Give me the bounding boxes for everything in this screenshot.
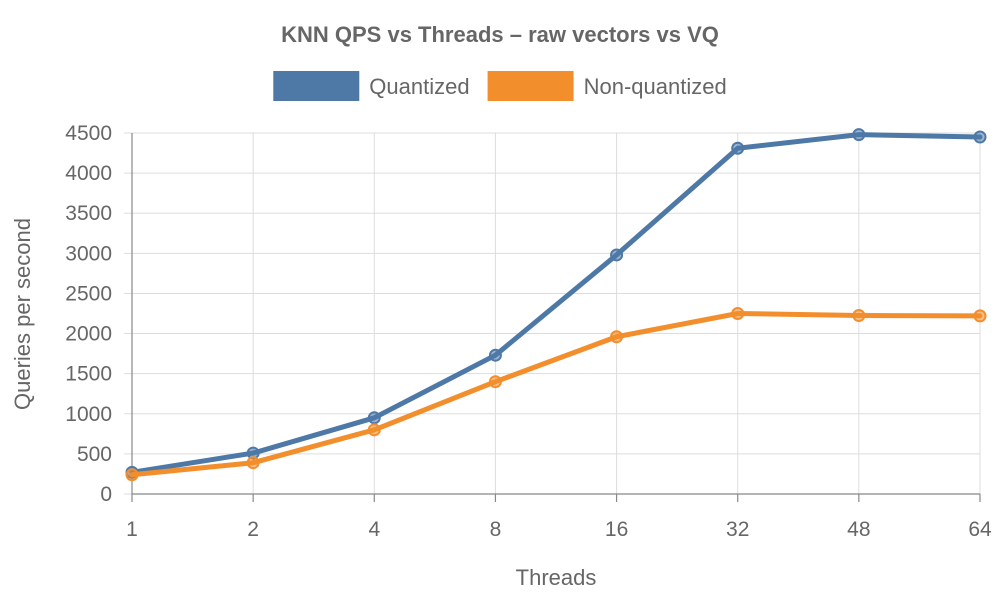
data-point	[731, 307, 745, 320]
legend-swatch	[273, 71, 360, 101]
y-tick-label: 2500	[65, 282, 112, 305]
y-tick-label: 1000	[65, 403, 112, 426]
y-tick-label: 4000	[65, 162, 112, 185]
data-point	[488, 348, 502, 362]
chart-title: KNN QPS vs Threads – raw vectors vs VQ	[281, 22, 719, 47]
axes	[131, 133, 981, 502]
data-point	[852, 309, 866, 323]
data-point	[731, 141, 745, 155]
data-point	[488, 375, 502, 389]
data-point	[610, 248, 624, 262]
series-group	[125, 128, 987, 482]
y-axis-title: Queries per second	[10, 218, 35, 410]
y-tick-label: 3500	[65, 202, 112, 225]
data-point	[367, 423, 381, 437]
y-tick-label: 500	[77, 443, 112, 466]
data-point	[973, 130, 987, 144]
x-tick-label: 8	[490, 518, 502, 541]
data-point	[610, 330, 624, 344]
chart-legend: Quantized Non-quantized	[273, 71, 727, 101]
x-tick-label: 16	[605, 518, 628, 541]
series-line	[129, 132, 983, 475]
series-non-quantized	[125, 307, 987, 482]
legend-label: Quantized	[369, 74, 469, 99]
x-tick-label: 64	[968, 518, 992, 541]
legend-swatch	[487, 71, 574, 101]
legend-label: Non-quantized	[584, 74, 727, 99]
y-tick-label: 1500	[65, 363, 112, 386]
x-tick-label: 2	[247, 518, 259, 541]
data-point	[973, 309, 987, 323]
data-point	[246, 456, 260, 470]
y-tick-label: 4500	[65, 122, 112, 145]
x-tick-label: 48	[847, 518, 870, 541]
y-tick-label: 3000	[65, 242, 112, 265]
data-point	[125, 468, 139, 482]
y-tick-label: 0	[100, 483, 112, 506]
y-tick-label: 2000	[65, 323, 112, 346]
data-point	[367, 411, 381, 425]
data-point	[852, 128, 866, 142]
x-axis-title: Threads	[516, 565, 597, 590]
series-line	[129, 311, 983, 478]
x-tick-label: 1	[126, 518, 138, 541]
x-tick-label: 32	[726, 518, 749, 541]
series-quantized	[125, 128, 987, 479]
x-tick-label: 4	[368, 518, 380, 541]
